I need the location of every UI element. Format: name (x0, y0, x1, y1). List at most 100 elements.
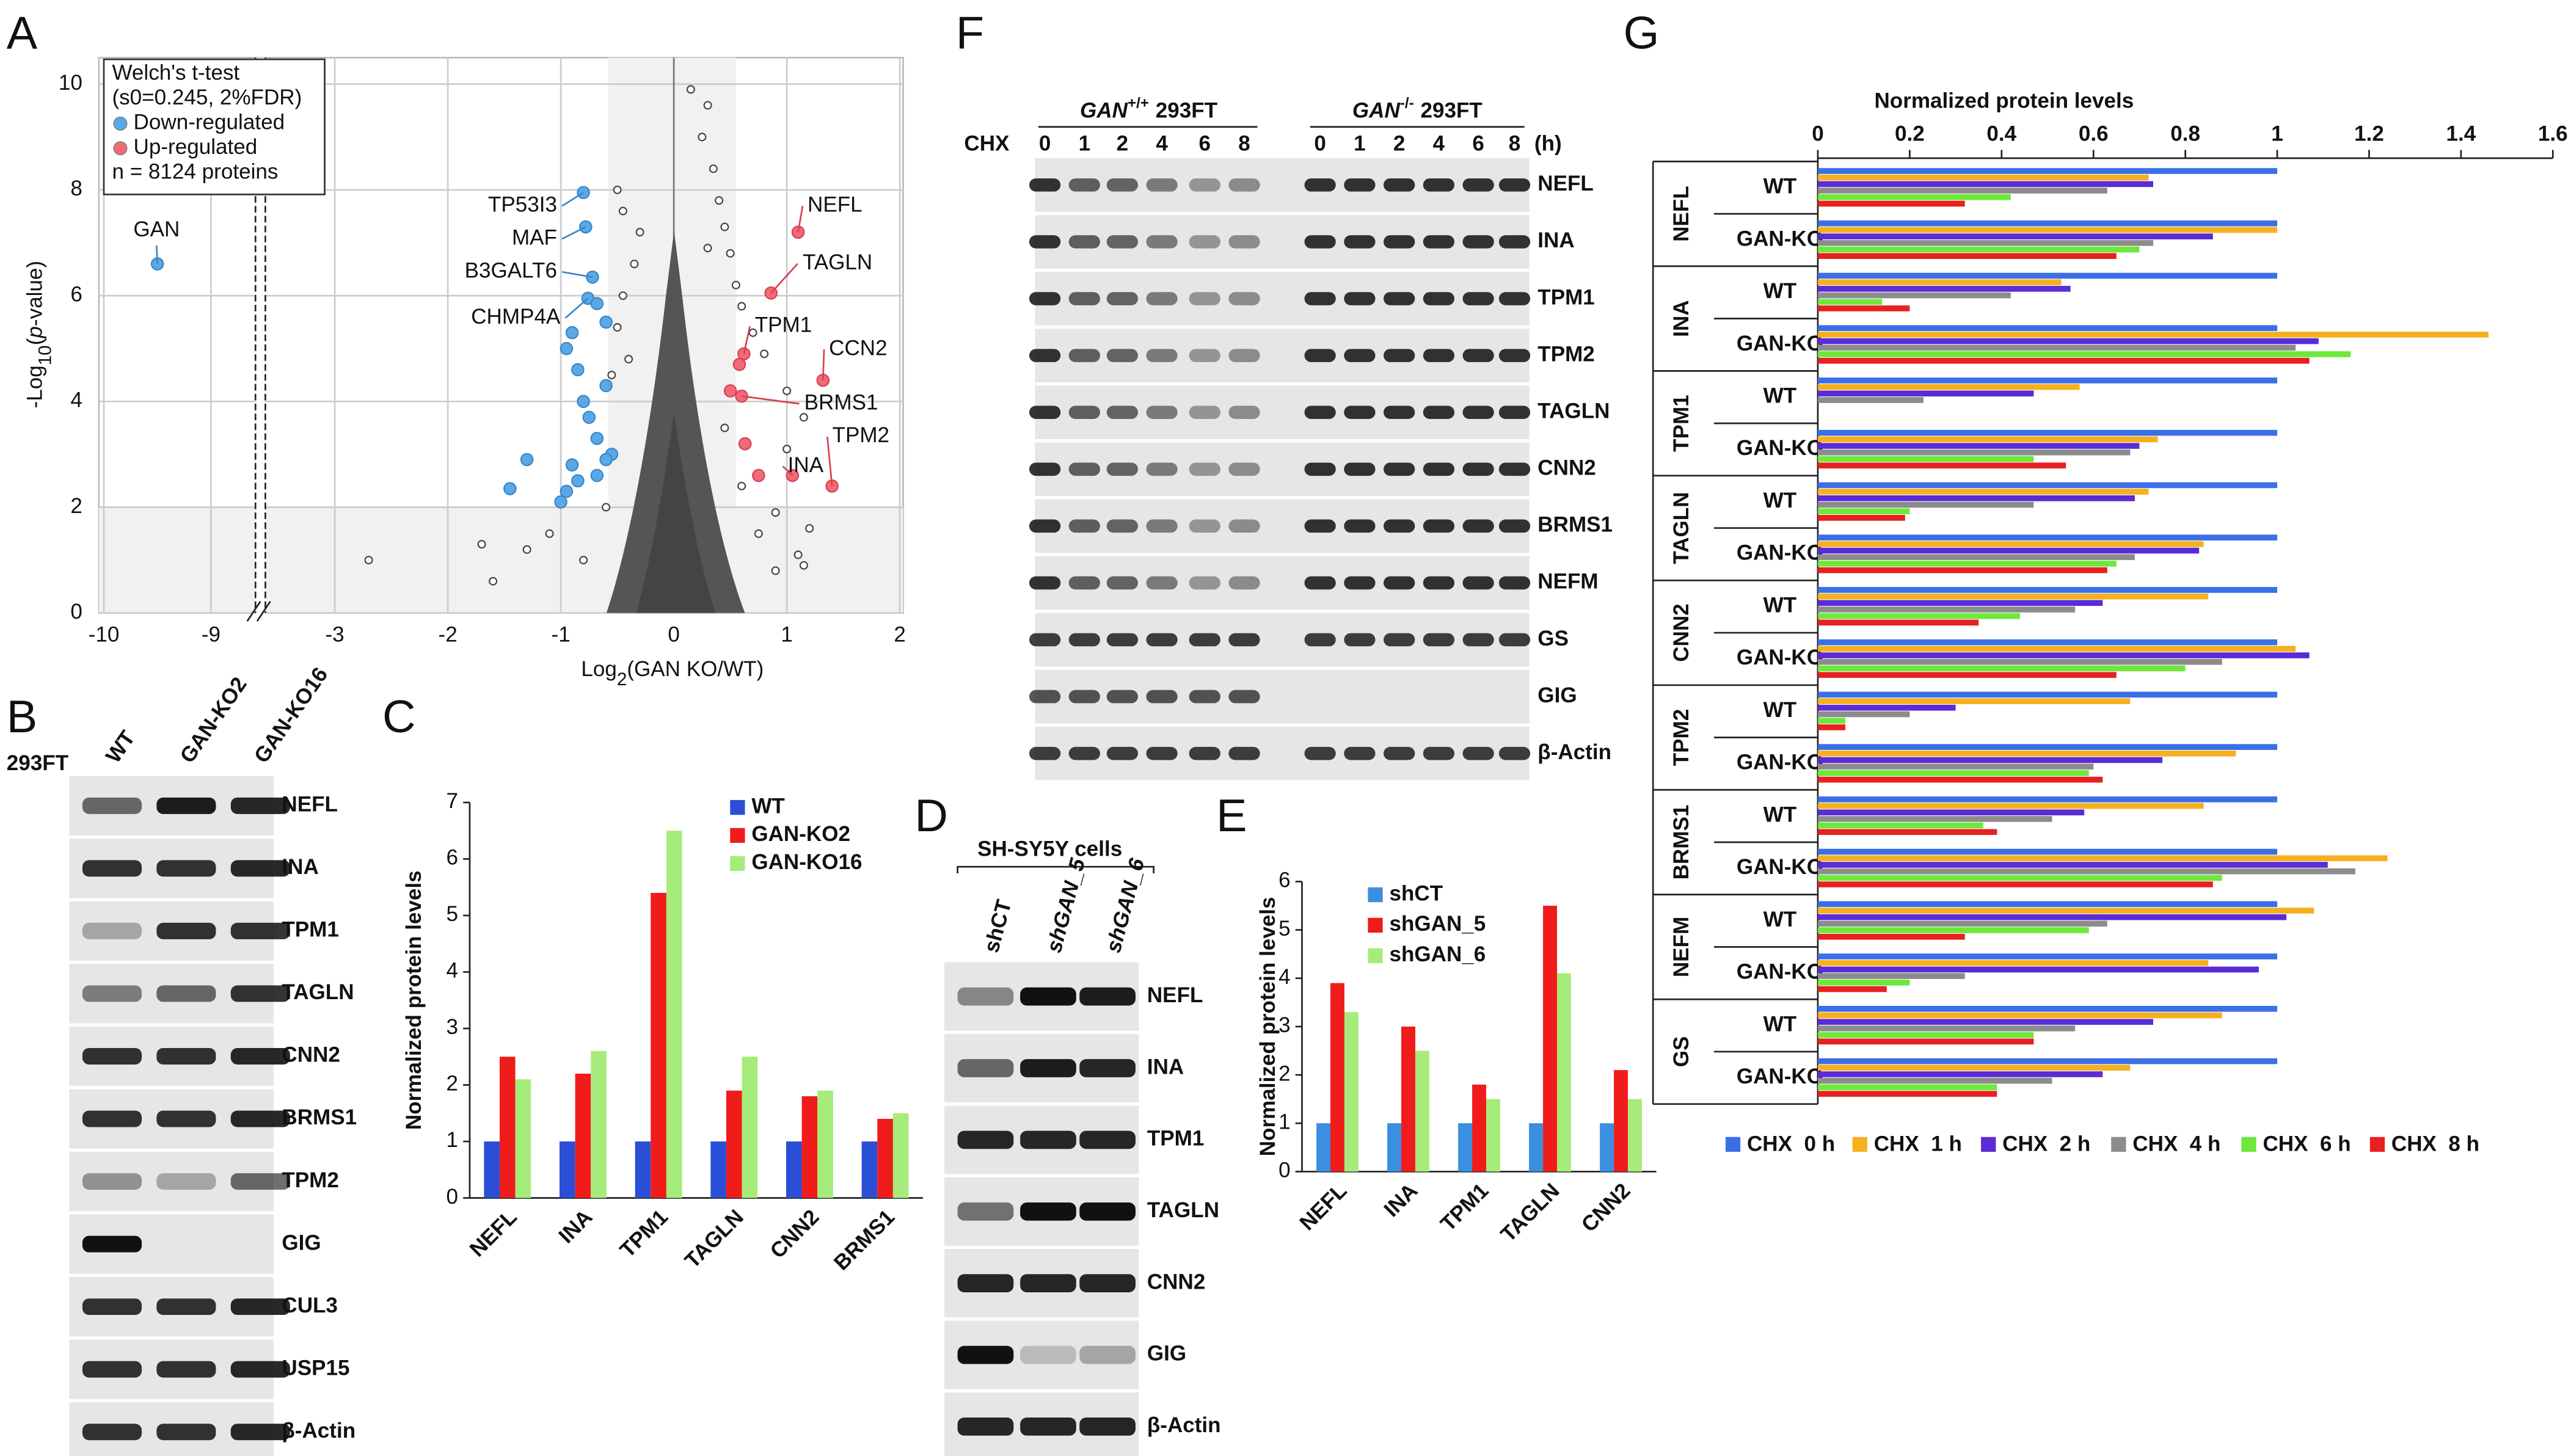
bar (1817, 397, 1924, 403)
lane-label: 6 (1472, 132, 1484, 156)
bar (1817, 665, 2186, 672)
bar (1817, 181, 2153, 187)
point (698, 133, 707, 142)
group-label: GS (1669, 1036, 1693, 1068)
bar (1458, 1123, 1473, 1172)
band (1462, 462, 1494, 476)
group-header-part: 293FT (1156, 99, 1218, 123)
band (1228, 235, 1260, 249)
bar (1817, 1091, 1997, 1097)
row-label: INA (1147, 1055, 1184, 1079)
band (156, 922, 216, 939)
row-label: TPM1 (1147, 1127, 1205, 1151)
band (1020, 1345, 1076, 1364)
blot-header: SH-SY5Y cells (977, 837, 1122, 861)
category-label: WT (1763, 279, 1797, 303)
point (590, 432, 604, 445)
legend-label: Up-regulated (134, 135, 258, 159)
band (156, 1173, 216, 1190)
point (613, 323, 622, 332)
y-tick-label: 6 (1278, 868, 1291, 892)
point (799, 413, 808, 422)
band (957, 1274, 1014, 1292)
x-axis-label: Log2(GAN KO/WT) (581, 657, 764, 690)
legend-label: CHX 0 h (1747, 1132, 1835, 1156)
bar (1817, 174, 2149, 181)
bar (1817, 462, 2066, 468)
leader-line (743, 326, 751, 354)
lane-label: 2 (1117, 132, 1129, 156)
band (1146, 462, 1178, 476)
bar (1817, 299, 1883, 305)
band (1079, 1130, 1136, 1149)
y-tick-label: 8 (70, 177, 82, 200)
bar (1543, 906, 1558, 1172)
bar (1817, 1012, 2222, 1019)
legend-label: CHX 1 h (1874, 1132, 1962, 1156)
group-label: BRMS1 (1669, 805, 1693, 880)
x-axis-label-part: 2 (617, 669, 627, 690)
band (1344, 235, 1376, 249)
bar (1817, 495, 2135, 501)
leader-line (561, 226, 586, 240)
legend-swatch (1368, 948, 1383, 964)
legend-label: CHX 8 h (2391, 1132, 2479, 1156)
band (1106, 235, 1139, 249)
band (1029, 235, 1061, 249)
band (1189, 746, 1220, 760)
bar (1817, 220, 2278, 227)
band (1020, 987, 1076, 1006)
band (1384, 178, 1415, 192)
band (1423, 349, 1455, 362)
lane-label: 6 (1199, 132, 1211, 156)
band (230, 797, 290, 814)
row-label: NEFL (1147, 983, 1203, 1007)
y-tick-label: 6 (447, 846, 459, 870)
bar (1817, 744, 2278, 750)
band (1228, 576, 1260, 590)
bar (1817, 292, 2011, 299)
row-label: TAGLN (1147, 1198, 1219, 1222)
y-tick-label: 4 (447, 959, 459, 983)
bar (1817, 986, 1887, 992)
point (793, 550, 803, 559)
band (1462, 746, 1494, 760)
point (560, 484, 574, 498)
leader-line (561, 271, 593, 278)
point (522, 545, 531, 554)
lane-label: 8 (1238, 132, 1250, 156)
row-label: GS (1537, 627, 1569, 650)
group-header-part: -/- (1400, 95, 1414, 111)
lane-label: 1 (1354, 132, 1366, 156)
legend-swatch (2241, 1137, 2256, 1152)
x-tick-label: -2 (439, 623, 458, 647)
band (82, 1047, 142, 1065)
band (1228, 178, 1260, 192)
y-tick-label: 1 (1278, 1110, 1291, 1134)
point-label: TP53I3 (488, 193, 557, 217)
bar (1817, 515, 1905, 521)
band (1106, 690, 1139, 704)
row-label: INA (1537, 228, 1574, 252)
leader-line (782, 465, 793, 476)
point (635, 228, 644, 237)
band (1344, 462, 1376, 476)
legend-swatch (1725, 1137, 1741, 1152)
bar (1817, 658, 2222, 665)
band (1228, 349, 1260, 362)
bar (1817, 187, 2107, 194)
band (1423, 178, 1455, 192)
bar (1817, 646, 2296, 652)
band (1304, 235, 1336, 249)
bar (1817, 848, 2278, 855)
leader-line (561, 192, 584, 207)
band (1189, 406, 1220, 419)
point (590, 468, 604, 482)
leader-line (741, 395, 800, 405)
legend-swatch (1368, 887, 1383, 903)
point (720, 423, 729, 432)
bar (499, 1057, 516, 1198)
band (1079, 1274, 1136, 1292)
band (1304, 349, 1336, 362)
bar (1817, 227, 2278, 233)
